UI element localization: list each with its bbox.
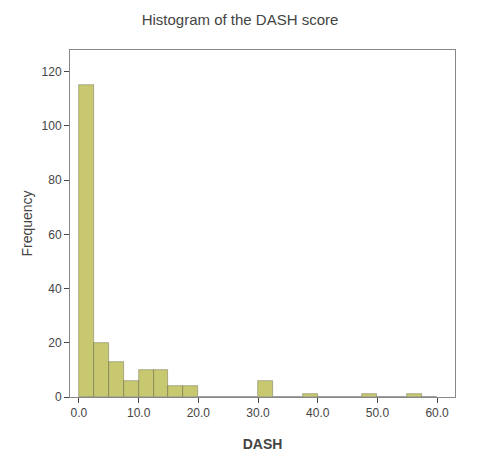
svg-text:40.0: 40.0 — [306, 406, 330, 420]
svg-text:10.0: 10.0 — [127, 406, 151, 420]
svg-text:30.0: 30.0 — [246, 406, 270, 420]
svg-text:120: 120 — [42, 65, 62, 79]
svg-text:20: 20 — [48, 336, 62, 350]
svg-text:20.0: 20.0 — [187, 406, 211, 420]
svg-text:Frequency: Frequency — [19, 190, 35, 256]
svg-text:0.0: 0.0 — [71, 406, 88, 420]
svg-text:80: 80 — [48, 173, 62, 187]
svg-text:50.0: 50.0 — [366, 406, 390, 420]
svg-text:Histogram of the DASH score: Histogram of the DASH score — [142, 11, 339, 28]
svg-text:60.0: 60.0 — [425, 406, 449, 420]
svg-text:40: 40 — [48, 282, 62, 296]
svg-text:DASH: DASH — [243, 436, 283, 452]
svg-text:60: 60 — [48, 228, 62, 242]
svg-text:0: 0 — [55, 390, 62, 404]
svg-text:100: 100 — [42, 119, 62, 133]
